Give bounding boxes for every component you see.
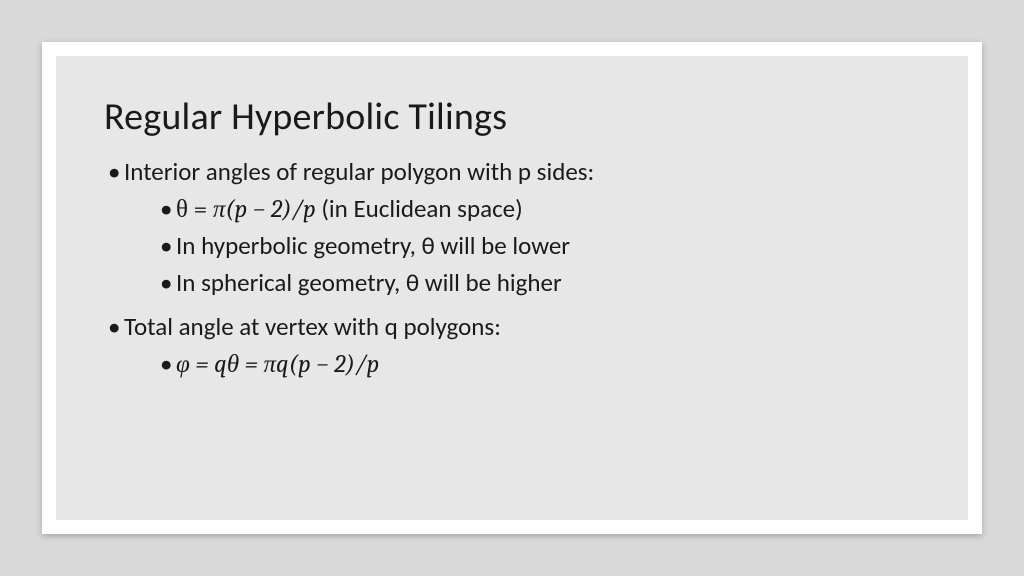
phi-prefix: φ = qθ = xyxy=(176,350,263,379)
sublist-total: φ = qθ = πq(p − 2)/p xyxy=(124,346,920,383)
subbullet-hyperbolic: In hyperbolic geometry, θ will be lower xyxy=(160,228,920,264)
bullet-list: Interior angles of regular polygon with … xyxy=(104,154,920,383)
hyperbolic-emphasis: lower xyxy=(512,230,570,261)
spherical-text: In spherical geometry, θ will be xyxy=(176,267,497,298)
formula-phi: πq(p − 2)/p xyxy=(263,350,379,379)
euclidean-note: (in Euclidean space) xyxy=(316,193,523,224)
subbullet-phi-formula: φ = qθ = πq(p − 2)/p xyxy=(160,346,920,383)
formula-euclidean: π(p − 2)/p xyxy=(213,195,316,224)
subbullet-euclidean: θ = π(p − 2)/p (in Euclidean space) xyxy=(160,191,920,228)
hyperbolic-text: In hyperbolic geometry, θ will be xyxy=(176,230,512,261)
theta-symbol: θ = xyxy=(176,195,213,224)
sublist-interior: θ = π(p − 2)/p (in Euclidean space) In h… xyxy=(124,191,920,301)
bullet-text: Interior angles of regular polygon with … xyxy=(124,156,594,187)
subbullet-spherical: In spherical geometry, θ will be higher xyxy=(160,265,920,301)
bullet-interior-angles: Interior angles of regular polygon with … xyxy=(108,154,920,301)
slide-frame: Regular Hyperbolic Tilings Interior angl… xyxy=(42,42,982,534)
bullet-total-angle: Total angle at vertex with q polygons: φ… xyxy=(108,309,920,383)
bullet-text: Total angle at vertex with q polygons: xyxy=(124,311,501,342)
spherical-emphasis: higher xyxy=(497,267,562,298)
slide-title: Regular Hyperbolic Tilings xyxy=(104,94,920,140)
slide-panel: Regular Hyperbolic Tilings Interior angl… xyxy=(56,56,968,520)
